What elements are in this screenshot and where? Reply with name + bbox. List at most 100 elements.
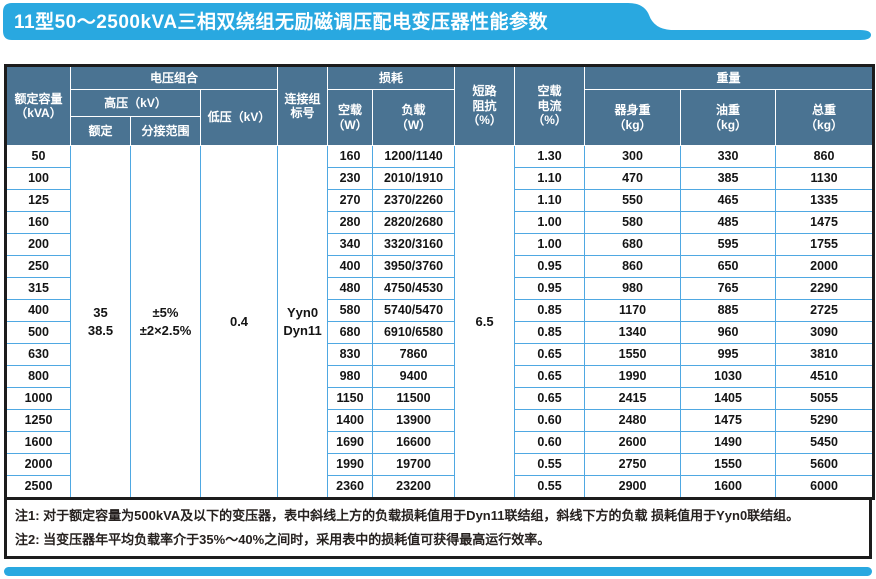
cell-kva: 50 (5, 145, 71, 168)
cell-no-load-current: 0.60 (514, 431, 586, 454)
cell-body-weight: 1550 (584, 343, 682, 366)
cell-no-load-current: 1.30 (514, 145, 586, 168)
cell-body-weight: 980 (584, 277, 682, 300)
cell-kva: 2500 (5, 475, 71, 499)
cell-oil-weight: 1550 (680, 453, 777, 476)
table-row: 1600 1690 16600 0.60 2600 1490 5450 (5, 431, 875, 454)
cell-body-weight: 2900 (584, 475, 682, 499)
cell-oil-weight: 995 (680, 343, 777, 366)
table-row: 50 35 38.5 ±5% ±2×2.5% 0.4 Yyn0 Dyn11 16… (5, 145, 875, 499)
cell-no-load-current: 1.10 (514, 189, 586, 212)
cell-no-load-current: 1.00 (514, 211, 586, 234)
cell-no-load-loss: 480 (327, 277, 374, 300)
cell-no-load-current: 0.85 (514, 321, 586, 344)
table-row: 160 280 2820/2680 1.00 580 485 1475 (5, 211, 875, 234)
parameter-table-wrap: 额定容量 （kVA） 电压组合 连接组 标号 损耗 短路 阻抗 （%） 空载 电… (4, 64, 876, 559)
cell-kva: 200 (5, 233, 71, 256)
cell-total-weight: 5600 (775, 453, 875, 476)
cell-total-weight: 5055 (775, 387, 875, 410)
cell-no-load-current: 0.55 (514, 453, 586, 476)
table-row: 250 400 3950/3760 0.95 860 650 2000 (5, 255, 875, 278)
cell-body-weight: 580 (584, 211, 682, 234)
cell-oil-weight: 1490 (680, 431, 777, 454)
cell-total-weight: 3810 (775, 343, 875, 366)
header-lv: 低压（kV） (199, 89, 279, 146)
table-row: 2500 2360 23200 0.55 2900 1600 6000 (5, 475, 875, 499)
cell-no-load-loss: 1150 (327, 387, 374, 410)
cell-oil-weight: 1030 (680, 365, 777, 388)
cell-no-load-loss: 400 (327, 255, 374, 278)
note-2: 注2: 当变压器年平均负载率介于35%～40%之间时，采用表中的损耗值可获得最高… (15, 532, 551, 547)
header-loss: 损耗 (327, 65, 456, 90)
cell-no-load-current: 0.65 (514, 387, 586, 410)
cell-body-weight: 2480 (584, 409, 682, 432)
cell-total-weight: 2290 (775, 277, 875, 300)
cell-kva: 160 (5, 211, 71, 234)
cell-body-weight: 1170 (584, 299, 682, 322)
cell-kva: 315 (5, 277, 71, 300)
table-row: 315 480 4750/4530 0.95 980 765 2290 (5, 277, 875, 300)
table-row: 1000 1150 11500 0.65 2415 1405 5055 (5, 387, 875, 410)
cell-no-load-loss: 980 (327, 365, 374, 388)
cell-load-loss: 3320/3160 (372, 233, 456, 256)
cell-no-load-current: 0.60 (514, 409, 586, 432)
cell-oil-weight: 765 (680, 277, 777, 300)
cell-kva: 400 (5, 299, 71, 322)
table-header: 额定容量 （kVA） 电压组合 连接组 标号 损耗 短路 阻抗 （%） 空载 电… (5, 65, 875, 146)
cell-total-weight: 1130 (775, 167, 875, 190)
cell-kva: 1600 (5, 431, 71, 454)
title-banner: 11型50～2500kVA三相双绕组无励磁调压配电变压器性能参数 (0, 0, 876, 44)
cell-kva: 1000 (5, 387, 71, 410)
cell-load-loss: 11500 (372, 387, 456, 410)
cell-body-weight: 1990 (584, 365, 682, 388)
table-row: 630 830 7860 0.65 1550 995 3810 (5, 343, 875, 366)
cell-load-loss: 3950/3760 (372, 255, 456, 278)
header-hv-tap-range: 分接范围 (130, 116, 201, 146)
cell-oil-weight: 385 (680, 167, 777, 190)
cell-no-load-loss: 340 (327, 233, 374, 256)
cell-load-loss: 2820/2680 (372, 211, 456, 234)
cell-body-weight: 2750 (584, 453, 682, 476)
cell-total-weight: 2000 (775, 255, 875, 278)
cell-load-loss: 4750/4530 (372, 277, 456, 300)
cell-load-loss: 19700 (372, 453, 456, 476)
cell-load-loss: 6910/6580 (372, 321, 456, 344)
cell-no-load-current: 0.65 (514, 343, 586, 366)
header-no-load-current: 空载 电流 （%） (514, 65, 586, 146)
cell-no-load-loss: 280 (327, 211, 374, 234)
header-body-weight: 器身重 （kg） (584, 89, 682, 146)
cell-oil-weight: 595 (680, 233, 777, 256)
cell-hv-rated-merged: 35 38.5 (70, 145, 131, 499)
banner-shape (3, 3, 871, 40)
table-row: 1250 1400 13900 0.60 2480 1475 5290 (5, 409, 875, 432)
cell-body-weight: 2415 (584, 387, 682, 410)
cell-kva: 100 (5, 167, 71, 190)
cell-oil-weight: 650 (680, 255, 777, 278)
cell-total-weight: 860 (775, 145, 875, 168)
cell-no-load-loss: 1400 (327, 409, 374, 432)
cell-oil-weight: 1405 (680, 387, 777, 410)
cell-load-loss: 1200/1140 (372, 145, 456, 168)
cell-no-load-loss: 580 (327, 299, 374, 322)
cell-impedance-merged: 6.5 (454, 145, 516, 499)
cell-no-load-loss: 830 (327, 343, 374, 366)
table-body: 50 35 38.5 ±5% ±2×2.5% 0.4 Yyn0 Dyn11 16… (5, 145, 875, 499)
header-voltage-combo: 电压组合 (69, 65, 279, 90)
cell-kva: 630 (5, 343, 71, 366)
cell-load-loss: 23200 (372, 475, 456, 499)
header-vector-group: 连接组 标号 (277, 65, 329, 146)
cell-body-weight: 2600 (584, 431, 682, 454)
table-row: 800 980 9400 0.65 1990 1030 4510 (5, 365, 875, 388)
cell-no-load-loss: 160 (327, 145, 374, 168)
cell-load-loss: 16600 (372, 431, 456, 454)
cell-body-weight: 550 (584, 189, 682, 212)
page-title: 11型50～2500kVA三相双绕组无励磁调压配电变压器性能参数 (14, 12, 549, 33)
table-row: 200 340 3320/3160 1.00 680 595 1755 (5, 233, 875, 256)
cell-oil-weight: 1475 (680, 409, 777, 432)
header-no-load-loss: 空载 （W） (327, 89, 374, 146)
cell-no-load-loss: 270 (327, 189, 374, 212)
table-row: 125 270 2370/2260 1.10 550 465 1335 (5, 189, 875, 212)
notes-box: 注1: 对于额定容量为500kVA及以下的变压器，表中斜线上方的负载损耗值用于D… (4, 500, 872, 559)
cell-total-weight: 3090 (775, 321, 875, 344)
cell-total-weight: 1475 (775, 211, 875, 234)
